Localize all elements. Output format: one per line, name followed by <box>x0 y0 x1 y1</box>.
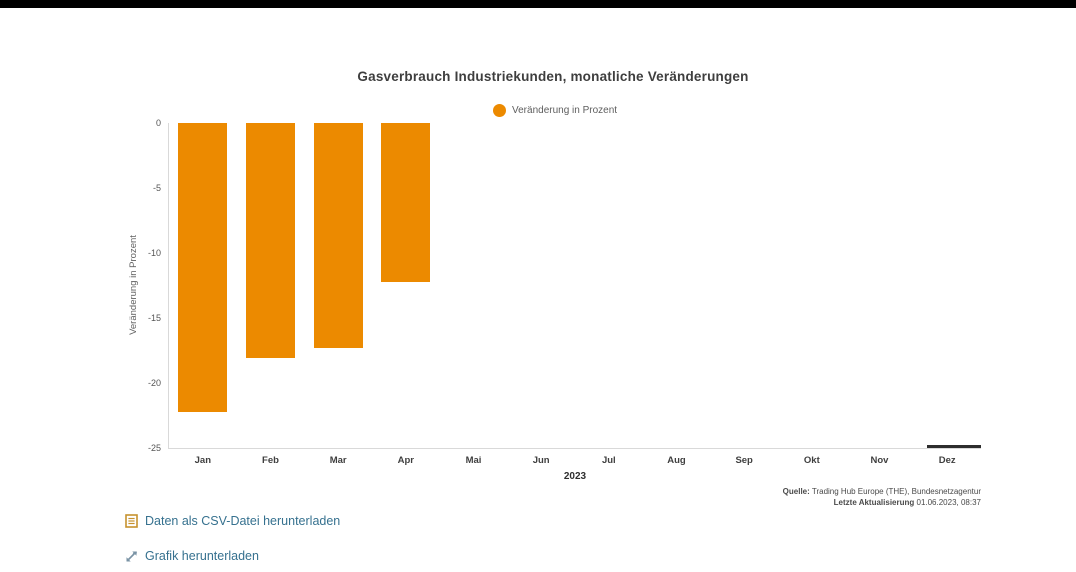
bar-apr[interactable] <box>381 123 431 282</box>
source-note: Quelle: Trading Hub Europe (THE), Bundes… <box>783 486 981 508</box>
last-updated-line: Letzte Aktualisierung 01.06.2023, 08:37 <box>783 497 981 508</box>
x-tick-label: Okt <box>803 455 820 466</box>
download-graphic-label: Grafik herunterladen <box>145 549 259 563</box>
x-axis-line <box>168 448 981 449</box>
source-label: Quelle: <box>782 487 810 496</box>
chart-title: Gasverbrauch Industriekunden, monatliche… <box>357 69 749 84</box>
y-tick-label: -10 <box>147 248 161 258</box>
y-axis-line <box>168 123 169 449</box>
download-csv-label: Daten als CSV-Datei herunterladen <box>145 514 341 528</box>
x-axis-dark-segment-dez <box>927 445 981 448</box>
last-updated-value: 01.06.2023, 08:37 <box>914 498 981 507</box>
download-csv-link[interactable]: Daten als CSV-Datei herunterladen <box>125 514 340 528</box>
y-tick-label: -25 <box>147 443 161 453</box>
x-tick-label: Nov <box>870 455 889 466</box>
download-graphic-link[interactable]: Grafik herunterladen <box>125 549 259 563</box>
csv-file-icon <box>125 514 138 528</box>
x-tick-label: Mai <box>465 455 482 466</box>
x-axis-year-label: 2023 <box>563 471 587 482</box>
source-value: Trading Hub Europe (THE), Bundesnetzagen… <box>809 487 981 496</box>
legend-marker-icon <box>493 104 506 117</box>
x-tick-label: Feb <box>262 455 279 466</box>
x-tick-label: Sep <box>735 455 753 466</box>
x-tick-label: Jan <box>194 455 212 466</box>
download-graphic-icon <box>125 550 138 563</box>
bar-mar[interactable] <box>313 123 363 348</box>
legend[interactable]: Veränderung in Prozent <box>493 104 617 117</box>
source-line: Quelle: Trading Hub Europe (THE), Bundes… <box>783 486 981 497</box>
bar-feb[interactable] <box>246 123 295 359</box>
y-tick-label: -15 <box>147 313 161 323</box>
legend-label: Veränderung in Prozent <box>512 105 618 116</box>
plot-area: 2023 Jan Feb Mar Apr Mai Jun Jul Aug Sep Okt Nov De… <box>148 118 981 482</box>
bar-jan[interactable] <box>178 123 228 412</box>
x-tick-label: Jul <box>601 455 616 466</box>
x-tick-label: Apr <box>397 455 415 466</box>
y-tick-label: -5 <box>152 183 161 193</box>
x-tick-label: Mar <box>329 455 347 466</box>
x-tick-label: Jun <box>532 455 550 466</box>
x-tick-label: Aug <box>667 455 686 466</box>
y-axis-title: Veränderung in Prozent <box>128 235 139 335</box>
x-tick-label: Dez <box>938 455 956 466</box>
top-border-bar <box>0 0 1076 8</box>
last-updated-label: Letzte Aktualisierung <box>833 498 915 507</box>
y-tick-label: 0 <box>155 118 161 128</box>
y-tick-label: -20 <box>147 378 161 388</box>
